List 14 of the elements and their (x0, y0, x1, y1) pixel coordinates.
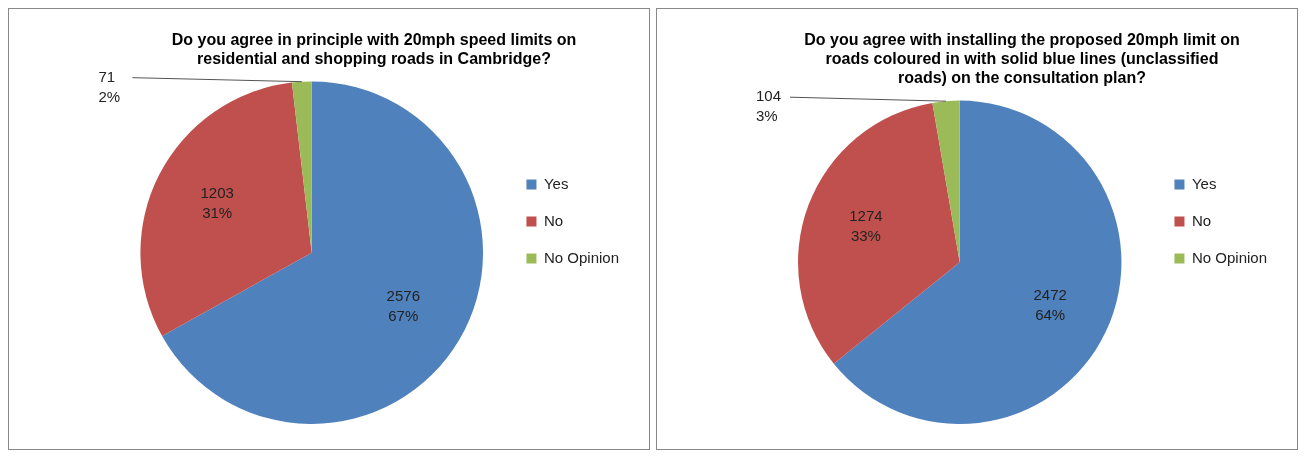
chart-title: Do you agree in principle with 20mph speed limits on residential and shopping roads in Cambridge? (171, 31, 577, 68)
data-label: 71 2% (98, 67, 121, 105)
legend-label: Yes (1191, 174, 1217, 192)
data-label: 104 3% (756, 87, 782, 125)
legend-label: Yes (543, 174, 569, 192)
legend-label: No Opinion (1191, 248, 1267, 266)
data-label: 1274 33% (849, 206, 883, 244)
chart-title: Do you agree with installing the proposed 20mph limit on roads coloured in with solid blue lines (unclassified roads) on the consultation plan? (804, 31, 1240, 87)
data-label: 1203 31% (200, 184, 234, 222)
legend-label: No (1191, 211, 1212, 229)
legend-label: No Opinion (543, 248, 619, 266)
legend-label: No (543, 211, 564, 229)
data-label: 2472 64% (1033, 285, 1067, 323)
data-label: 2576 67% (386, 286, 420, 324)
